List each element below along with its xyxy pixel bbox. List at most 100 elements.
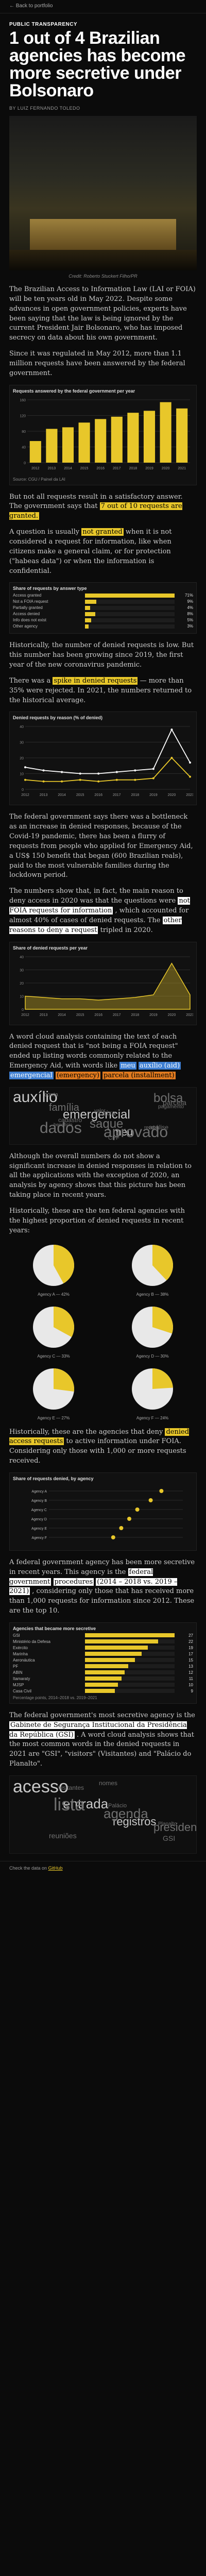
text: A federal government agency has been mor…	[9, 1558, 195, 1576]
tick-label: 10	[20, 995, 24, 998]
wordcloud-word: emergencial	[63, 1107, 130, 1122]
tick-label: 2015	[80, 467, 89, 470]
wordcloud-word: Planalto	[158, 1821, 177, 1827]
hbar-row: ABIN 12	[13, 1670, 193, 1675]
series-line	[25, 728, 191, 774]
tick-label: 2017	[113, 793, 121, 797]
photo-caption: Credit: Roberto Stuckert Filho/PR	[68, 274, 138, 279]
paragraph: The Brazilian Access to Information Law …	[9, 285, 196, 342]
text: A word cloud analysis containing the tex…	[9, 1032, 178, 1070]
hbar-track	[85, 1683, 175, 1687]
chart-svg: Agency A Agency B Agency C Agency D Agency E…	[31, 1488, 183, 1540]
tick-label: 2018	[131, 793, 140, 797]
wordcloud-word: aprovado	[104, 1123, 168, 1141]
point	[127, 1516, 131, 1521]
hbar-track	[85, 1689, 175, 1693]
text: . A word cloud analysis shows that the m…	[9, 1731, 194, 1768]
tick-label: 40	[22, 446, 26, 449]
pie-slice	[54, 1368, 74, 1392]
wordcloud-word: recebi	[144, 1124, 157, 1130]
hbar-chart: GSI 27 Ministério da Defesa 22 Exército 19 Mar…	[13, 1633, 193, 1693]
hbar-label: ABIN	[13, 1670, 23, 1675]
chart-svg: 0 10 20 30 40 2012 2013 2014 2015 2016 2017 2018 201…	[20, 725, 194, 797]
hbar-row: Other agency 3%	[13, 624, 193, 629]
text: The numbers show that, in fact, the main…	[9, 887, 183, 905]
bar	[85, 1676, 122, 1681]
chart-title: Share of denied requests per year	[13, 945, 88, 951]
github-link[interactable]: GitHub	[48, 1866, 63, 1871]
tick-label: Agency C	[31, 1509, 47, 1512]
tick-label: 0	[24, 462, 26, 465]
chart-denied-reasons: Denied requests by reason (% of denied) …	[9, 711, 197, 806]
hbar-row: Access denied 8%	[13, 612, 193, 616]
hbar-label: Exército	[13, 1645, 28, 1650]
tick-label: 40	[20, 725, 24, 729]
point	[61, 781, 63, 783]
hbar-row: PF 13	[13, 1664, 193, 1669]
pie-cell: Agency F — 24%	[108, 1366, 197, 1420]
data-label: 5%	[187, 618, 193, 623]
tick-label: 2015	[76, 1013, 84, 1017]
article-body: But not all requests result in a satisfa…	[0, 493, 206, 577]
text: But not all requests result in a satisfa…	[9, 493, 183, 511]
hbar-track	[85, 1664, 175, 1669]
data-label: 9	[191, 1688, 193, 1693]
headline: 1 out of 4 Brazilian agencies has become…	[9, 28, 186, 100]
bar	[160, 402, 171, 463]
hbar-track	[85, 593, 175, 598]
point	[79, 779, 81, 782]
byline: BY LUIZ FERNANDO TOLEDO	[9, 106, 80, 111]
paragraph: A word cloud analysis containing the tex…	[9, 1032, 197, 1081]
hbar-label: Marinha	[13, 1651, 28, 1656]
bar	[85, 593, 175, 598]
paragraph: The federal government's most secretive …	[9, 1711, 197, 1769]
data-label: 8%	[187, 612, 193, 617]
bar	[85, 1639, 158, 1644]
wordcloud-word: parcela	[163, 1098, 186, 1107]
data-label: 22	[188, 1639, 193, 1644]
bar	[85, 1646, 148, 1650]
tick-label: 2013	[40, 1013, 48, 1017]
tick-label: Agency D	[31, 1518, 47, 1521]
hero: PUBLIC TRANSPARENCY 1 out of 4 Brazilian…	[0, 13, 206, 111]
article-body: The federal government's most secretive …	[0, 1711, 206, 1769]
tick-label: 2019	[145, 467, 153, 470]
tick-label: 2018	[131, 1013, 140, 1017]
hbar-row: Not a FOIA request 9%	[13, 599, 193, 604]
wordcloud-word: visitantes	[58, 1784, 84, 1791]
hbar-row: GSI 27	[13, 1633, 193, 1638]
highlight: (emergency)	[55, 1071, 100, 1079]
footer: Check the data on GitHub	[0, 1861, 206, 1876]
bar	[85, 1664, 128, 1669]
hbar-row: Casa Civil 9	[13, 1689, 193, 1693]
hbar-track	[85, 1658, 175, 1663]
point	[135, 1507, 140, 1512]
paragraph: Historically, these are the ten federal …	[9, 1207, 185, 1234]
point	[134, 769, 136, 772]
data-label: 4%	[187, 605, 193, 611]
hbar-chart: Access granted 71% Not a FOIA request 9% Par…	[13, 593, 193, 629]
point	[24, 766, 26, 769]
bar	[78, 422, 90, 463]
pie-slice	[152, 1306, 173, 1333]
hbar-row: Marinha 17	[13, 1652, 193, 1656]
tick-label: 40	[20, 956, 24, 959]
tick-label: 20	[20, 982, 24, 986]
wordcloud-word: presidente	[153, 1821, 197, 1834]
point	[170, 757, 173, 759]
bar	[62, 427, 74, 463]
tick-label: Agency F	[31, 1536, 47, 1540]
kicker: PUBLIC TRANSPARENCY	[9, 22, 78, 27]
hbar-label: Not a FOIA request	[13, 599, 48, 604]
back-link[interactable]: ← Back to portfolio	[0, 0, 206, 13]
point	[42, 769, 45, 772]
bar	[111, 416, 123, 463]
pie-label: Agency C — 33%	[37, 1353, 70, 1359]
point	[119, 1526, 124, 1530]
hbar-row: Info does not exist 5%	[13, 618, 193, 622]
tick-label: 2014	[58, 1013, 66, 1017]
tick-label: 2021	[186, 793, 193, 797]
pie-chart	[33, 1244, 75, 1286]
data-label: 10	[188, 1682, 193, 1687]
wordcloud-word: nomes	[99, 1780, 118, 1787]
